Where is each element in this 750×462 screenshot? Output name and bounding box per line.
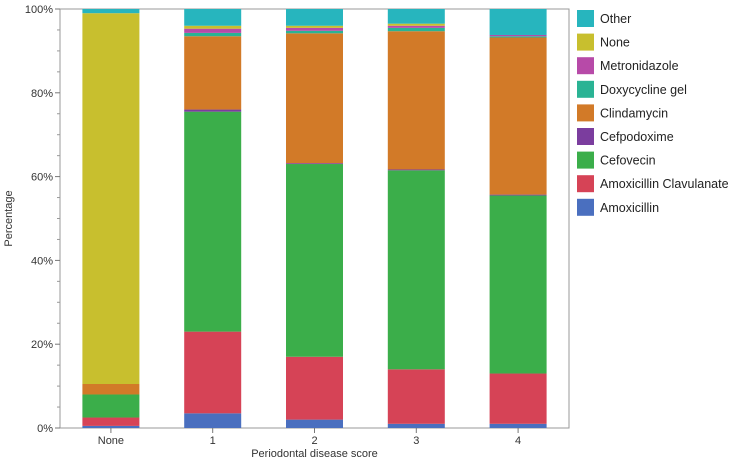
y-axis: 0% 20% 40% 60% 80% 100% <box>25 4 60 435</box>
legend-label: Metronidazole <box>600 59 679 73</box>
bar-segment-cefpodoxime <box>387 169 445 171</box>
bar-segment-amoxicillin <box>387 423 445 428</box>
legend-item-metronidazole: Metronidazole <box>577 57 679 75</box>
bar-segment-other <box>387 9 445 24</box>
bar-segment-amoxicillin <box>489 423 547 428</box>
legend-swatch <box>577 10 594 27</box>
x-axis-title: Periodontal disease score <box>251 448 378 460</box>
bar-segment-none <box>184 25 242 29</box>
bar-segment-clindamycin <box>184 36 242 110</box>
bar-stack-1 <box>184 9 242 428</box>
x-tick-label: 4 <box>515 435 521 447</box>
bar-segment-metronidazole <box>184 28 242 33</box>
y-tick-label: 40% <box>31 255 53 267</box>
legend-swatch <box>577 198 594 216</box>
bar-segment-amoxicillin-clavulanate <box>82 417 140 426</box>
legend-label: Amoxicillin Clavulanate <box>600 177 729 191</box>
bar-segment-clindamycin <box>489 37 547 195</box>
legend-item-none: None <box>577 33 630 51</box>
bar-segment-metronidazole <box>286 27 343 31</box>
x-axis: None 1 2 3 4 <box>98 428 521 447</box>
legend-label: Other <box>600 12 631 26</box>
bar-segment-other <box>184 9 242 26</box>
legend-item-cefovecin: Cefovecin <box>577 151 656 169</box>
bar-segment-clindamycin <box>82 384 140 395</box>
bar-segment-cefovecin <box>82 394 140 418</box>
bar-segment-other <box>489 9 547 35</box>
bar-segment-other <box>82 9 140 14</box>
bar-stack-2 <box>286 9 343 428</box>
y-tick-label: 0% <box>37 423 53 435</box>
bar-segment-amoxicillin-clavulanate <box>387 369 445 424</box>
bar-stack-none <box>82 9 140 428</box>
bar-segment-amoxicillin <box>82 425 140 428</box>
bar-segment-cefovecin <box>184 111 242 332</box>
x-tick-label: 3 <box>413 435 419 447</box>
legend-item-amoxicillin-clavulanate: Amoxicillin Clavulanate <box>577 175 729 193</box>
bar-segment-cefpodoxime <box>286 163 343 165</box>
bar-segment-doxycycline-gel <box>286 30 343 34</box>
bar-segment-none <box>387 23 445 26</box>
x-tick-label: 1 <box>210 435 216 447</box>
bar-segment-cefovecin <box>286 164 343 357</box>
legend-swatch <box>577 104 594 122</box>
bar-segment-cefovecin <box>489 195 547 374</box>
legend-label: Doxycycline gel <box>600 83 687 97</box>
bar-segment-metronidazole <box>489 34 547 37</box>
bars-layer <box>82 9 547 428</box>
x-tick-label: None <box>98 435 124 447</box>
bar-segment-amoxicillin <box>184 413 242 428</box>
bar-segment-cefovecin <box>387 170 445 370</box>
bar-segment-amoxicillin-clavulanate <box>286 356 343 420</box>
legend: Other None Metronidazole Doxycycline gel Cli… <box>577 10 729 216</box>
bar-segment-amoxicillin-clavulanate <box>184 331 242 414</box>
legend-item-amoxicillin: Amoxicillin <box>577 198 659 216</box>
legend-label: Cefovecin <box>600 154 656 168</box>
legend-label: Cefpodoxime <box>600 130 674 144</box>
legend-swatch <box>577 128 594 145</box>
legend-label: Amoxicillin <box>600 201 659 215</box>
legend-label: None <box>600 36 630 50</box>
bar-segment-amoxicillin-clavulanate <box>489 373 547 424</box>
legend-swatch <box>577 151 594 169</box>
bar-segment-cefpodoxime <box>184 109 242 112</box>
y-axis-title: Percentage <box>3 190 15 246</box>
legend-swatch <box>577 175 594 193</box>
bar-segment-none <box>82 13 140 385</box>
legend-item-other: Other <box>577 10 631 27</box>
bar-segment-doxycycline-gel <box>184 32 242 37</box>
legend-item-cefpodoxime: Cefpodoxime <box>577 128 674 145</box>
bar-segment-none <box>286 25 343 28</box>
y-tick-label: 100% <box>25 4 53 16</box>
bar-segment-doxycycline-gel <box>387 27 445 32</box>
bar-segment-cefpodoxime <box>489 194 547 196</box>
legend-item-doxycycline-gel: Doxycycline gel <box>577 80 687 98</box>
bar-segment-amoxicillin <box>286 419 343 428</box>
legend-label: Clindamycin <box>600 106 668 120</box>
bar-segment-metronidazole <box>387 25 445 28</box>
legend-swatch <box>577 80 594 98</box>
y-tick-label: 20% <box>31 339 53 351</box>
bar-segment-clindamycin <box>387 31 445 170</box>
bar-segment-clindamycin <box>286 33 343 164</box>
y-tick-label: 60% <box>31 172 53 184</box>
legend-swatch <box>577 33 594 51</box>
legend-swatch <box>577 57 594 75</box>
y-tick-label: 80% <box>31 88 53 100</box>
bar-segment-doxycycline-gel <box>489 36 547 38</box>
bar-segment-other <box>286 9 343 26</box>
bar-stack-4 <box>489 9 547 428</box>
x-tick-label: 2 <box>311 435 317 447</box>
bar-stack-3 <box>387 9 445 428</box>
legend-item-clindamycin: Clindamycin <box>577 104 668 122</box>
